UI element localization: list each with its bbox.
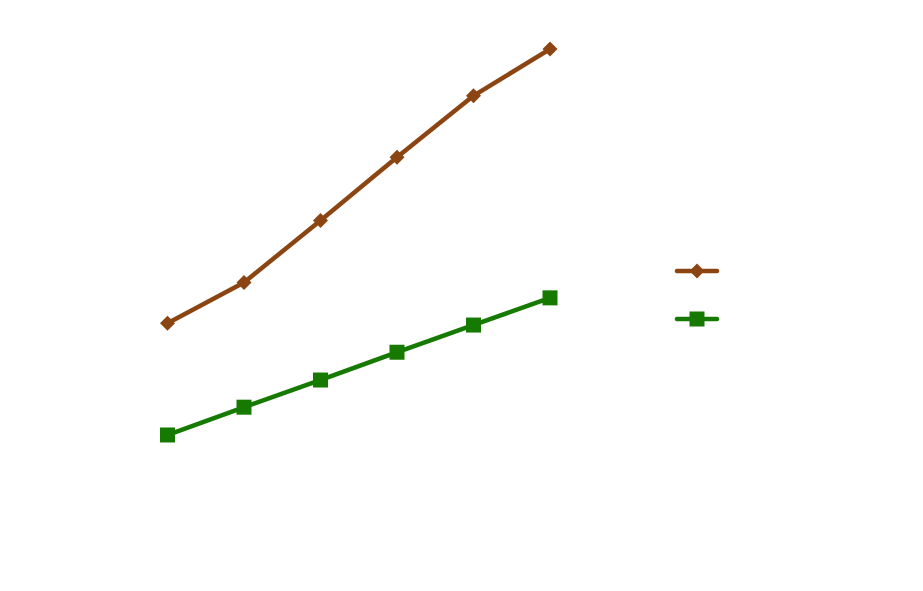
legend bbox=[674, 263, 720, 327]
series-2-line bbox=[165, 295, 553, 438]
series-1-point-3 bbox=[313, 212, 328, 228]
legend-series-1-marker bbox=[689, 263, 705, 279]
legend-series-2-marker bbox=[689, 311, 705, 327]
series-1-point-6 bbox=[542, 41, 558, 57]
series-2-point-5 bbox=[466, 317, 481, 333]
series-1-point-2 bbox=[236, 274, 252, 290]
series-1-point-1 bbox=[160, 315, 175, 331]
series-1-point-4 bbox=[389, 149, 405, 165]
series-2-point-1 bbox=[160, 427, 175, 443]
series-2-point-3 bbox=[313, 372, 328, 388]
series-1-line bbox=[165, 46, 553, 326]
plot-area bbox=[160, 41, 558, 443]
series-1-point-5 bbox=[466, 88, 481, 104]
series-2-point-6 bbox=[542, 290, 558, 306]
series-2-point-4 bbox=[389, 344, 405, 360]
series-2-point-2 bbox=[236, 399, 252, 415]
